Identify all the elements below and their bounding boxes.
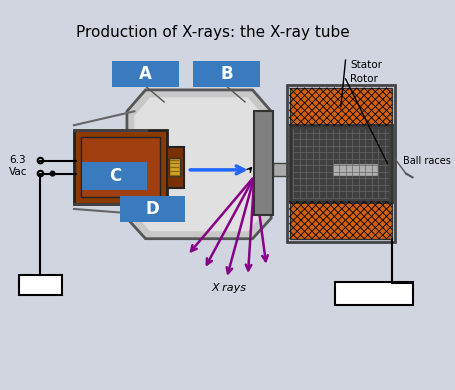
Bar (332, 163, 378, 176)
FancyBboxPatch shape (120, 196, 185, 222)
Text: Production of X-rays: the X-ray tube: Production of X-rays: the X-ray tube (76, 25, 349, 40)
Text: B: B (220, 65, 233, 83)
FancyBboxPatch shape (193, 61, 260, 87)
Text: X rays: X rays (212, 284, 247, 293)
Bar (273, 163, 334, 176)
FancyBboxPatch shape (112, 61, 179, 87)
Bar (290, 125, 392, 202)
Polygon shape (134, 98, 264, 231)
FancyBboxPatch shape (335, 282, 414, 305)
Bar (169, 158, 180, 176)
Polygon shape (127, 90, 271, 239)
Bar (287, 85, 395, 241)
Text: D: D (145, 200, 159, 218)
Text: Rotor: Rotor (350, 74, 378, 84)
Text: 0 V: 0 V (31, 280, 50, 290)
Bar (290, 202, 392, 239)
Bar (74, 130, 167, 204)
Bar (290, 88, 392, 125)
FancyBboxPatch shape (19, 275, 62, 296)
Text: 6.3
Vac: 6.3 Vac (9, 155, 27, 177)
Bar (254, 111, 273, 215)
Bar (167, 147, 184, 188)
Text: + 100 000 V: + 100 000 V (342, 289, 407, 299)
Text: A: A (139, 65, 152, 83)
Text: Ball races: Ball races (403, 156, 451, 166)
Text: C: C (109, 167, 121, 185)
Bar (81, 137, 160, 197)
Circle shape (50, 171, 55, 176)
Text: Stator: Stator (350, 60, 382, 70)
FancyBboxPatch shape (82, 163, 147, 190)
